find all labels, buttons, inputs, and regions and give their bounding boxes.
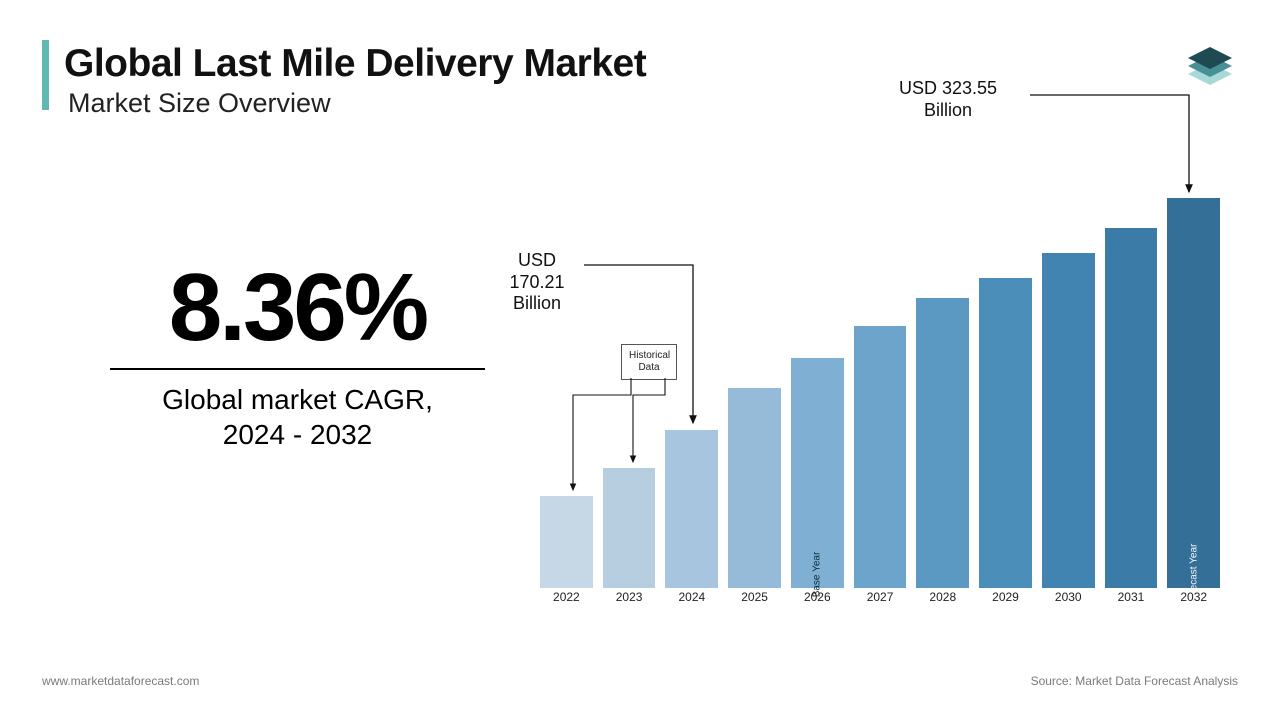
bar-rect-2032: Forecast Year bbox=[1167, 198, 1220, 588]
bar-rect-2026: Base Year bbox=[791, 358, 844, 588]
footer-url: www.marketdataforecast.com bbox=[42, 674, 199, 688]
page-title: Global Last Mile Delivery Market bbox=[64, 42, 646, 86]
bar-2022 bbox=[540, 496, 593, 588]
page: Global Last Mile Delivery Market Market … bbox=[0, 0, 1280, 720]
bar-rect-2030 bbox=[1042, 253, 1095, 588]
bar-2023 bbox=[603, 468, 656, 588]
brand-logo bbox=[1180, 32, 1240, 92]
bar-rect-2025 bbox=[728, 388, 781, 588]
x-tick-2024: 2024 bbox=[665, 590, 718, 610]
x-tick-2031: 2031 bbox=[1105, 590, 1158, 610]
callout-high-value: USD 323.55 Billion bbox=[868, 78, 1028, 121]
callout-low-prefix: USD bbox=[518, 250, 556, 270]
bar-rect-2023 bbox=[603, 468, 656, 588]
callout-low-number: 170.21 bbox=[509, 272, 564, 292]
bar-2027 bbox=[854, 326, 907, 588]
bar-rect-2031 bbox=[1105, 228, 1158, 588]
historical-box-line2: Data bbox=[638, 362, 659, 373]
footer-source: Source: Market Data Forecast Analysis bbox=[1031, 674, 1238, 688]
bar-rect-2028 bbox=[916, 298, 969, 588]
bar-2024 bbox=[665, 430, 718, 588]
callout-high-prefix: USD bbox=[899, 78, 942, 98]
x-tick-2022: 2022 bbox=[540, 590, 593, 610]
x-tick-2029: 2029 bbox=[979, 590, 1032, 610]
x-tick-2023: 2023 bbox=[603, 590, 656, 610]
cagr-label-line1: Global market CAGR, bbox=[162, 384, 433, 415]
bar-rect-2024 bbox=[665, 430, 718, 588]
bar-2028 bbox=[916, 298, 969, 588]
callout-high-number: 323.55 bbox=[942, 78, 997, 98]
x-tick-2026: 2026 bbox=[791, 590, 844, 610]
historical-box-line1: Historical bbox=[629, 350, 670, 361]
cagr-divider bbox=[110, 368, 485, 370]
bar-rect-2029 bbox=[979, 278, 1032, 588]
cagr-percent: 8.36% bbox=[90, 260, 505, 356]
cagr-label-line2: 2024 - 2032 bbox=[223, 419, 372, 450]
bar-rect-2027 bbox=[854, 326, 907, 588]
bar-2026: Base Year bbox=[791, 358, 844, 588]
cagr-label: Global market CAGR, 2024 - 2032 bbox=[90, 382, 505, 452]
x-tick-2030: 2030 bbox=[1042, 590, 1095, 610]
cagr-block: 8.36% Global market CAGR, 2024 - 2032 bbox=[90, 260, 505, 452]
x-tick-2027: 2027 bbox=[854, 590, 907, 610]
callout-low-unit: Billion bbox=[513, 293, 561, 313]
bar-rect-2022 bbox=[540, 496, 593, 588]
bars-row: Base Year Forecast Year bbox=[540, 180, 1220, 588]
bar-2025 bbox=[728, 388, 781, 588]
x-tick-2032: 2032 bbox=[1167, 590, 1220, 610]
x-axis-labels: 2022 2023 2024 2025 2026 2027 2028 2029 2030 2031… bbox=[540, 590, 1220, 610]
bar-2030 bbox=[1042, 253, 1095, 588]
x-tick-2028: 2028 bbox=[916, 590, 969, 610]
bar-2029 bbox=[979, 278, 1032, 588]
bar-2031 bbox=[1105, 228, 1158, 588]
page-subtitle: Market Size Overview bbox=[68, 88, 331, 119]
x-tick-2025: 2025 bbox=[728, 590, 781, 610]
callout-low-value: USD 170.21 Billion bbox=[492, 250, 582, 315]
callout-high-unit: Billion bbox=[924, 100, 972, 120]
title-accent-bar bbox=[42, 40, 49, 110]
bar-2032: Forecast Year bbox=[1167, 198, 1220, 588]
market-size-bar-chart: Base YearForecast Year 20222023202420252… bbox=[540, 180, 1220, 610]
historical-data-box: Historical Data bbox=[621, 344, 677, 380]
